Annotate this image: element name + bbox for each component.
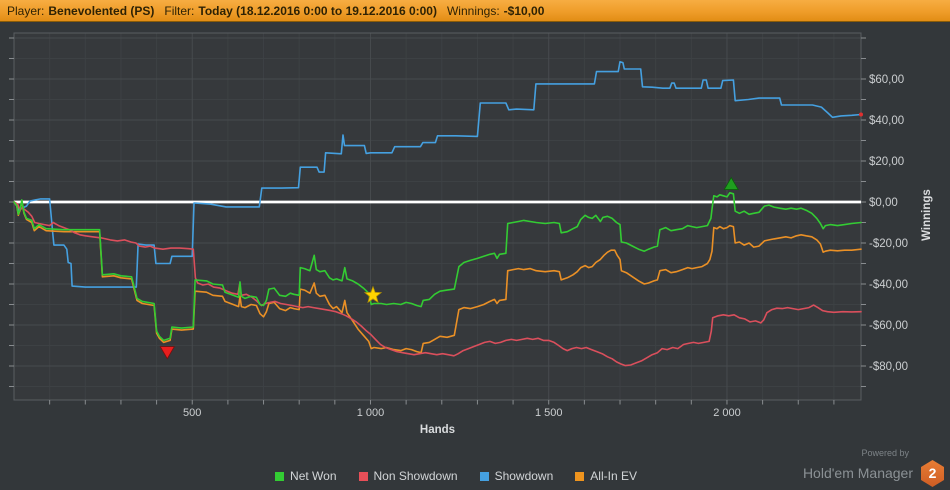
x-tick-label: 1 500 [535, 407, 563, 419]
marker-triangle-up-icon [723, 176, 739, 190]
y-tick-label: -$60,00 [869, 320, 908, 332]
y-tick-label: $0,00 [869, 197, 898, 209]
legend-swatch-net-won [275, 471, 285, 481]
winnings-value: -$10,00 [503, 3, 545, 18]
filter-label: Filter: [164, 3, 195, 18]
x-tick-label: 2 000 [713, 407, 741, 419]
player-label: Player: [7, 3, 45, 18]
y-axis-title: Winnings [921, 189, 933, 241]
y-tick-label: -$40,00 [869, 279, 908, 291]
marker-dot-icon [859, 112, 863, 117]
y-tick-label: $40,00 [869, 115, 904, 127]
legend-label-net-won: Net Won [290, 469, 337, 483]
winnings-graph: 500 1 000 1 500 2 000 $60,00 $40,00 $20,00 $0,0… [0, 22, 950, 490]
filter-value: Today (18.12.2016 0:00 to 19.12.2016 0:0… [198, 3, 437, 18]
x-axis-title: Hands [420, 424, 455, 436]
y-tick-label: $20,00 [869, 156, 904, 168]
series-non-showdown [13, 201, 862, 367]
winnings-chart-svg: 500 1 000 1 500 2 000 $60,00 $40,00 $20,00 $0,0… [9, 32, 933, 436]
legend-item-non-showdown[interactable]: Non Showdown [358, 469, 458, 483]
status-bar: Player: Benevolented (PS) Filter: Today … [0, 0, 950, 22]
legend-label-showdown: Showdown [494, 469, 554, 483]
brand-text: Hold'em Manager [802, 464, 913, 481]
y-tick-label: -$80,00 [869, 361, 908, 373]
hm2-badge-icon: 2 [921, 460, 944, 487]
legend: Net Won Non Showdown Showdown All-In EV [0, 469, 912, 483]
series-net-won [13, 192, 862, 342]
powered-by-block: Powered by Hold'em Manager 2 [802, 448, 945, 487]
x-tick-label: 1 000 [357, 407, 385, 419]
legend-swatch-showdown [479, 471, 489, 481]
player-value: Benevolented (PS) [48, 3, 155, 18]
y-tick-label: -$20,00 [869, 238, 908, 250]
legend-item-net-won[interactable]: Net Won [275, 469, 337, 483]
legend-swatch-all-in-ev [575, 471, 585, 481]
winnings-label: Winnings: [446, 3, 500, 18]
marker-star-icon [363, 285, 383, 304]
legend-label-all-in-ev: All-In EV [590, 469, 637, 483]
marker-triangle-down-icon [159, 346, 175, 360]
legend-swatch-non-showdown [358, 471, 368, 481]
series-showdown [13, 61, 862, 288]
legend-item-showdown[interactable]: Showdown [479, 469, 554, 483]
x-tick-label: 500 [183, 407, 201, 419]
legend-item-all-in-ev[interactable]: All-In EV [575, 469, 637, 483]
legend-label-non-showdown: Non Showdown [373, 469, 458, 483]
series-all-in-ev [13, 200, 862, 354]
powered-by-text: Powered by [861, 448, 909, 459]
y-tick-label: $60,00 [869, 74, 904, 86]
